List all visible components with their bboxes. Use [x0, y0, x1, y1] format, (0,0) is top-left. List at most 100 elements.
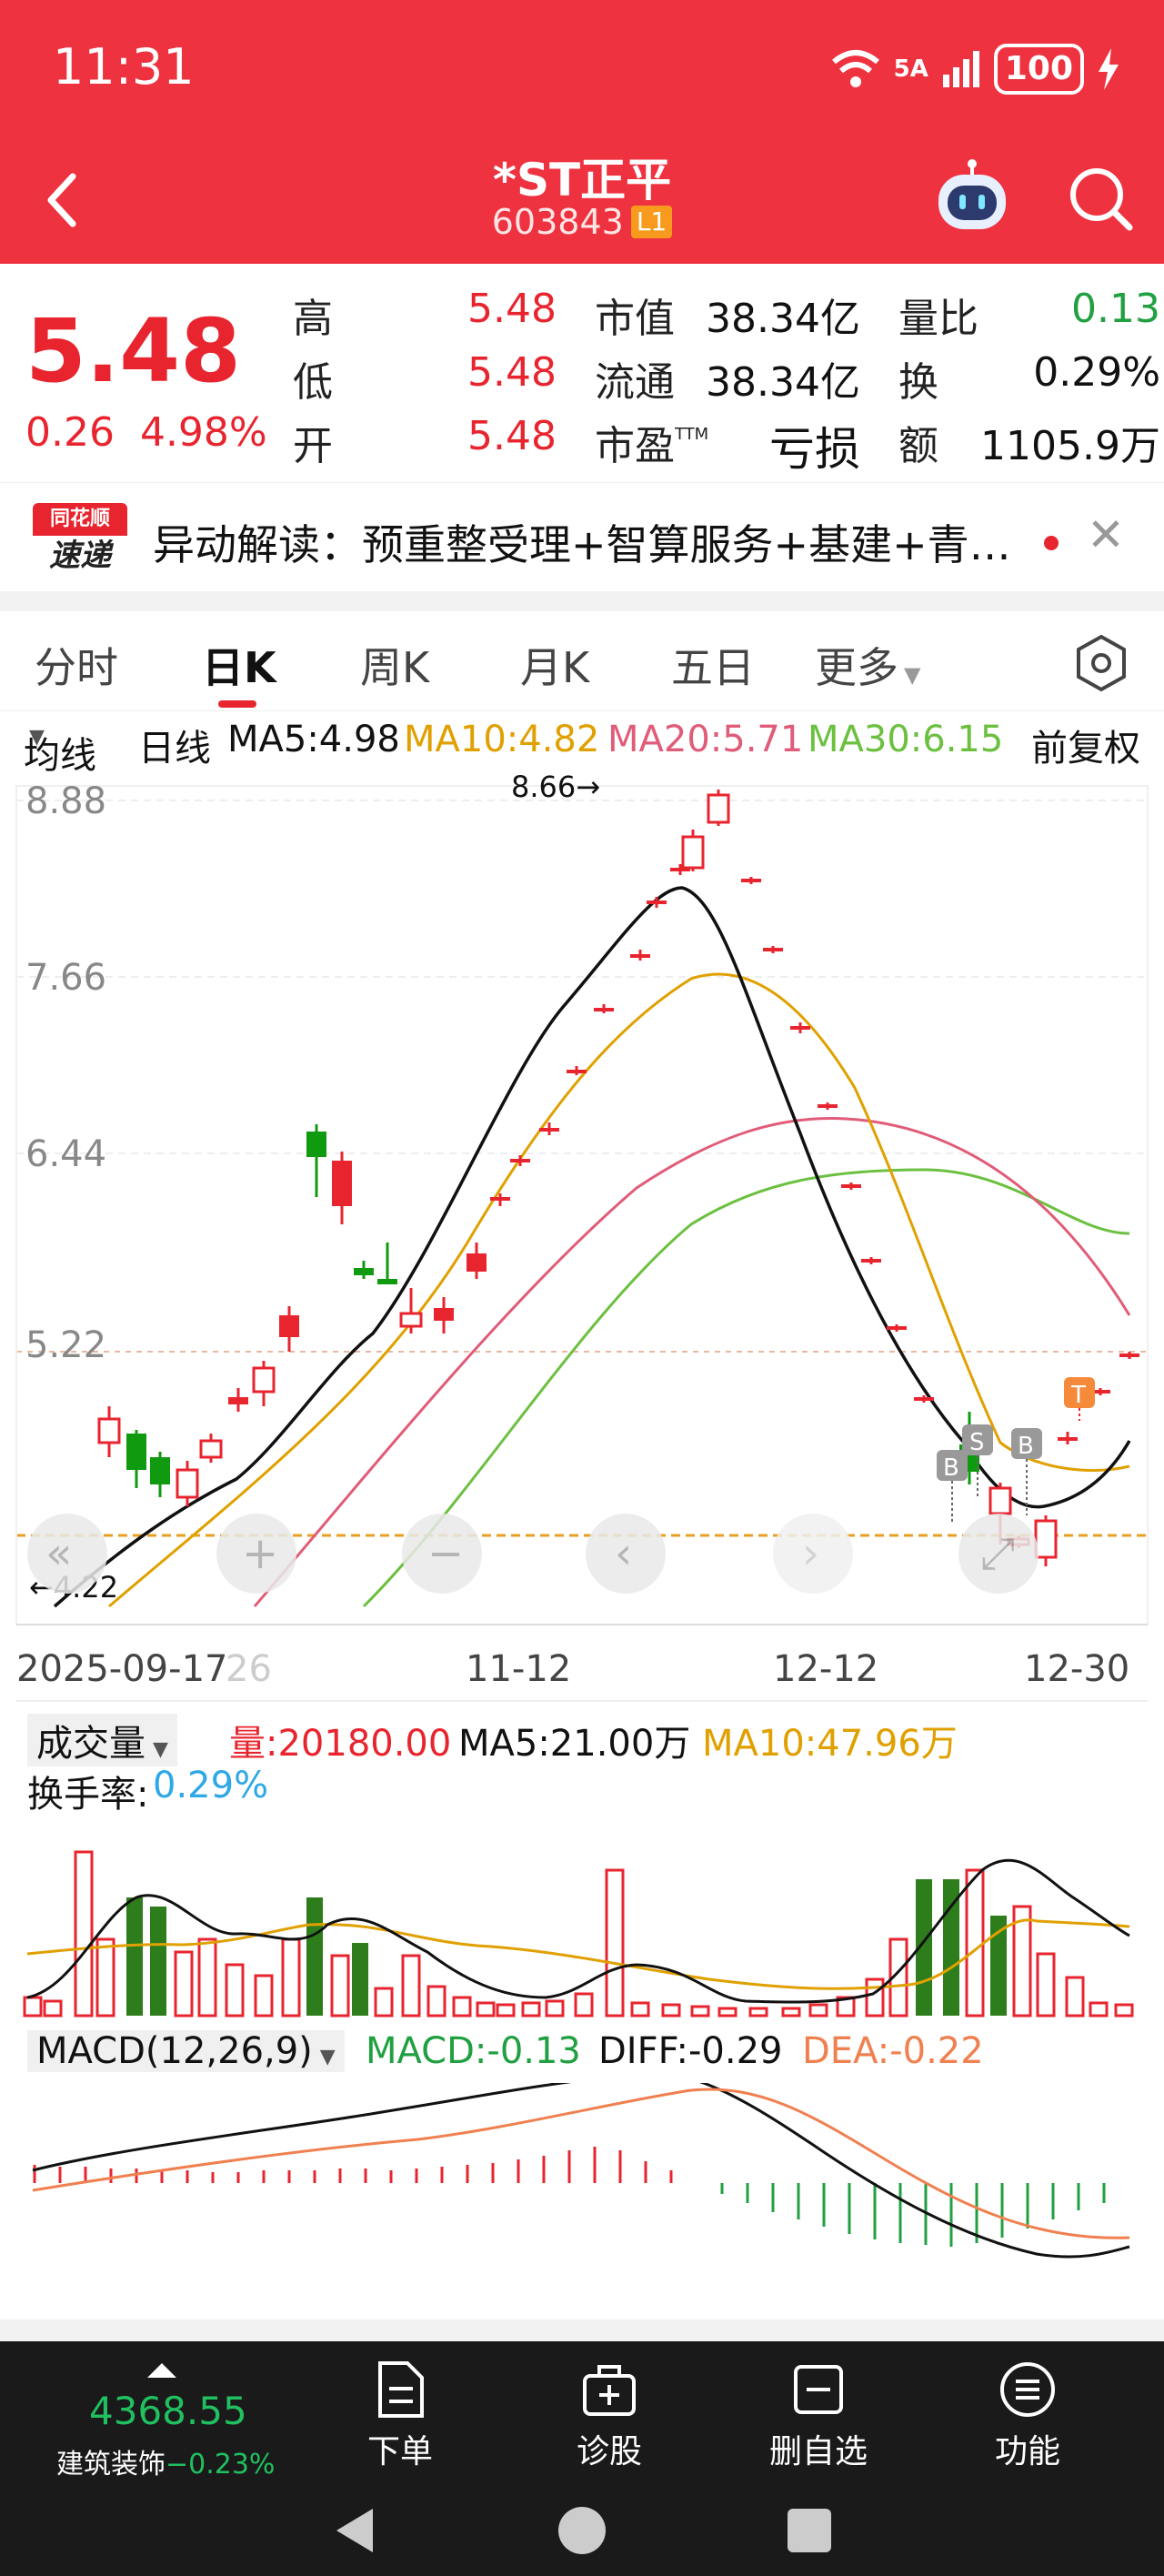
chart-tabs: 分时 日K 周K 月K 五日 更多 ▼: [0, 611, 1164, 711]
candle-body: [861, 1259, 881, 1263]
tab-weekly-k[interactable]: 周K: [360, 643, 430, 692]
candle-body: [306, 1132, 326, 1157]
sector-index[interactable]: 建筑装饰−0.23%: [56, 2441, 275, 2481]
amount-value: 1105.9万: [980, 423, 1160, 469]
amount-label: 额: [898, 423, 938, 469]
x-tick-4: 12-30: [1024, 1648, 1129, 1690]
news-ticker[interactable]: 同花顺 速递 异动解读：预重整受理+智算服务+基建+青… ✕: [0, 482, 1164, 591]
ma20-line: [253, 1117, 1131, 1607]
kline-chart[interactable]: 8.88 7.66 6.44 5.22 8.66→ ←4.22 S B B T …: [0, 770, 1164, 1706]
robot-assistant-icon[interactable]: [931, 158, 1013, 240]
tab-five-day[interactable]: 五日: [671, 643, 755, 692]
candle-body: [377, 1279, 397, 1284]
scroll-to-start-button[interactable]: «: [27, 1514, 107, 1594]
volume-bar: [401, 1954, 421, 2018]
mktcap-value: 38.34亿: [706, 296, 860, 342]
volume-bar: [1036, 1952, 1056, 2018]
volume-bar: [690, 2005, 710, 2018]
candle-body: [176, 1468, 199, 1499]
candle-body: [887, 1326, 907, 1330]
tab-daily-k[interactable]: 日K: [202, 643, 276, 692]
search-icon[interactable]: [1064, 162, 1137, 235]
x-tick-2: 11-12: [466, 1648, 571, 1690]
candle-body: [228, 1397, 248, 1404]
diagnose-button[interactable]: 诊股: [546, 2360, 673, 2472]
dea-line: [32, 2088, 1130, 2239]
nav-back-icon[interactable]: [329, 2505, 380, 2556]
zoom-in-button[interactable]: +: [216, 1514, 296, 1594]
chart-controls: « + − ‹ › ⤢: [27, 1514, 1039, 1594]
quote-panel: 5.48 0.26 4.98% 高 低 开 5.48 5.48 5.48 市值 …: [0, 264, 1164, 482]
volume-ma10: MA10:47.96万: [702, 1723, 958, 1765]
volume-bar: [748, 2007, 768, 2018]
order-button[interactable]: 下单: [336, 2360, 464, 2472]
pe-value: 亏损: [769, 423, 860, 476]
diff-line: [32, 2083, 1130, 2259]
volume-bar: [426, 1985, 447, 2018]
nav-home-icon[interactable]: [557, 2505, 607, 2556]
candle-body: [841, 1184, 861, 1188]
back-chevron-icon[interactable]: [36, 164, 91, 236]
zoom-out-button[interactable]: −: [402, 1514, 482, 1594]
trade-flag-t[interactable]: T: [1064, 1377, 1095, 1421]
candle-body: [252, 1366, 276, 1394]
tab-monthly-k[interactable]: 月K: [520, 643, 590, 692]
tab-more[interactable]: 更多 ▼: [815, 635, 920, 695]
y-tick-2: 7.66: [25, 957, 106, 999]
volume-value: 量:20180.00: [229, 1723, 452, 1765]
close-icon[interactable]: ✕: [1087, 508, 1125, 561]
volume-selector[interactable]: 成交量 ▼: [27, 1714, 177, 1766]
high-marker: 8.66→: [511, 770, 600, 804]
volume-chart[interactable]: [0, 1816, 1164, 2019]
adjust-label[interactable]: 前复权: [1031, 728, 1140, 770]
nav-recents-icon[interactable]: [784, 2505, 835, 2556]
dropdown-arrow-icon: ▼: [29, 726, 45, 749]
candle-body: [150, 1457, 170, 1484]
turnover-label: 换: [898, 359, 938, 406]
volume-bar: [74, 1850, 94, 2018]
trade-flag-b1[interactable]: B: [937, 1450, 968, 1524]
volume-bar: [306, 1897, 323, 2016]
change-percent: 4.98%: [139, 409, 267, 456]
volume-bar: [197, 1937, 217, 2018]
volume-bar: [281, 1937, 301, 2018]
candle-body: [567, 1070, 587, 1073]
function-button[interactable]: 功能: [964, 2360, 1091, 2472]
volume-bar: [330, 1954, 350, 2018]
float-label: 流通: [595, 359, 675, 406]
low-label: 低: [293, 359, 333, 406]
sector-index-value[interactable]: 4368.55: [89, 2389, 247, 2433]
document-icon: [378, 2361, 424, 2418]
scroll-left-button[interactable]: ‹: [586, 1514, 666, 1594]
volume-bar: [865, 1977, 885, 2018]
remove-box-icon: [794, 2365, 843, 2414]
volume-bar: [254, 1974, 274, 2018]
y-tick-4: 5.22: [25, 1324, 106, 1366]
volume-bar: [126, 1897, 143, 2016]
turnover-value: 0.29%: [1033, 349, 1160, 396]
high-label: 高: [293, 296, 333, 342]
macd-chart[interactable]: [0, 2083, 1164, 2319]
indicator-mode-label: 均线: [24, 735, 96, 777]
trade-flag-s[interactable]: S: [962, 1424, 993, 1497]
minus-icon: −: [427, 1528, 464, 1579]
tab-more-label: 更多: [815, 643, 898, 692]
dea-value: DEA:-0.22: [802, 2030, 984, 2072]
tab-intraday[interactable]: 分时: [35, 643, 118, 692]
macd-selector[interactable]: MACD(12,26,9) ▼: [27, 2030, 345, 2072]
current-price: 5.48: [25, 300, 241, 402]
expand-up-icon[interactable]: [147, 2363, 176, 2378]
remove-watchlist-button[interactable]: 删自选: [755, 2360, 882, 2472]
trade-flag-b2[interactable]: B: [1011, 1428, 1042, 1515]
title-bar: *ST正平 603843 L1: [0, 136, 1164, 264]
volume-bar: [95, 1937, 115, 2018]
pe-label: 市盈TTM: [595, 413, 708, 471]
flag-b2-text: B: [1018, 1433, 1034, 1460]
candle-body: [539, 1128, 559, 1132]
scroll-right-button[interactable]: ›: [773, 1514, 853, 1594]
function-label: 功能: [994, 2433, 1060, 2470]
volume-bar: [808, 2003, 828, 2018]
volume-bar: [496, 2003, 516, 2018]
fullscreen-button[interactable]: ⤢: [958, 1514, 1039, 1594]
settings-hexagon-icon[interactable]: [1069, 631, 1133, 695]
